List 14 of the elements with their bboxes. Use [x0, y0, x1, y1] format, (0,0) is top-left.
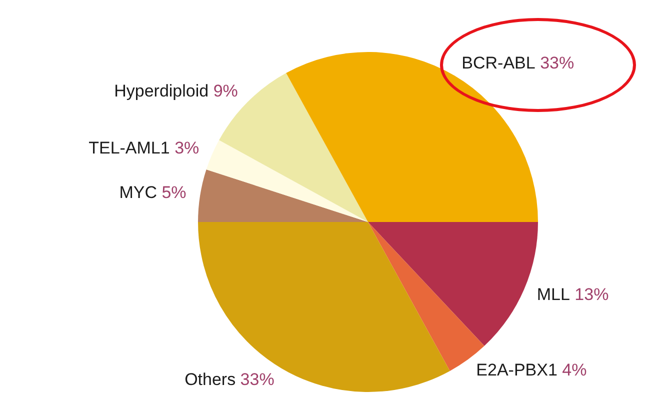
slice-label: TEL-AML1 — [88, 138, 175, 158]
slice-label: Hyperdiploid — [114, 82, 214, 101]
data-label: 3% — [174, 138, 200, 158]
slice-label: E2A-PBX1 — [476, 360, 562, 380]
slice-label: MYC — [119, 182, 162, 202]
data-label: 9% — [213, 82, 238, 101]
data-label: 33% — [240, 370, 274, 390]
data-label: 5% — [162, 182, 186, 202]
slice-label: MLL — [536, 284, 574, 304]
data-label: 4% — [562, 360, 587, 380]
slice-label: BCR-ABL — [462, 53, 540, 72]
data-label: 33% — [540, 53, 574, 72]
data-label: 13% — [574, 284, 609, 304]
slice-label: Others — [184, 370, 240, 390]
